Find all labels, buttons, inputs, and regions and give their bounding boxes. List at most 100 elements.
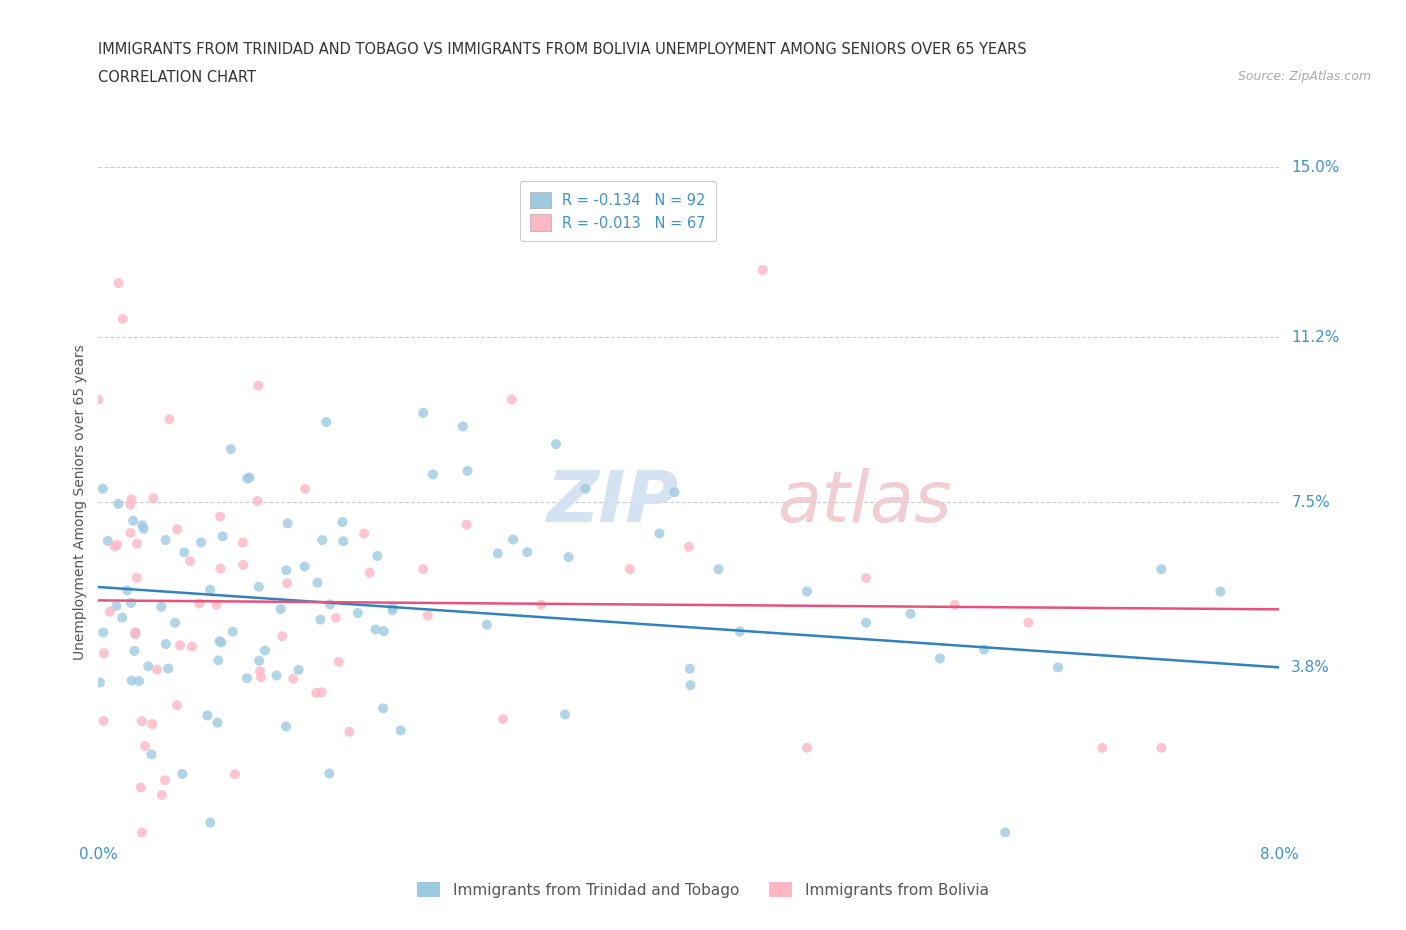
Point	[200, 815, 222, 830]
Point	[315, 415, 337, 430]
Point	[205, 597, 228, 612]
Point	[492, 711, 515, 726]
Point	[150, 788, 173, 803]
Point	[181, 639, 204, 654]
Point	[104, 539, 127, 554]
Point	[364, 622, 387, 637]
Point	[347, 605, 370, 620]
Text: IMMIGRANTS FROM TRINIDAD AND TOBAGO VS IMMIGRANTS FROM BOLIVIA UNEMPLOYMENT AMON: IMMIGRANTS FROM TRINIDAD AND TOBAGO VS I…	[98, 42, 1026, 57]
Point	[751, 262, 773, 277]
Point	[325, 610, 347, 625]
Point	[456, 517, 478, 532]
Point	[319, 597, 342, 612]
Point	[679, 678, 702, 693]
Text: atlas: atlas	[778, 468, 952, 537]
Point	[157, 661, 180, 676]
Point	[97, 534, 120, 549]
Point	[124, 644, 146, 658]
Point	[422, 467, 444, 482]
Point	[287, 662, 309, 677]
Point	[311, 533, 333, 548]
Point	[134, 738, 156, 753]
Point	[249, 664, 271, 679]
Point	[311, 684, 333, 699]
Text: 15.0%: 15.0%	[1291, 160, 1340, 175]
Point	[898, 606, 921, 621]
Point	[276, 563, 298, 578]
Point	[277, 516, 299, 531]
Point	[120, 498, 142, 512]
Point	[236, 671, 259, 685]
Text: 11.2%: 11.2%	[1291, 329, 1340, 344]
Point	[155, 636, 177, 651]
Point	[124, 626, 146, 641]
Point	[973, 642, 995, 657]
Point	[129, 780, 152, 795]
Point	[619, 562, 641, 577]
Point	[994, 825, 1017, 840]
Point	[412, 562, 434, 577]
Legend: Immigrants from Trinidad and Tobago, Immigrants from Bolivia: Immigrants from Trinidad and Tobago, Imm…	[412, 875, 994, 904]
Point	[253, 644, 276, 658]
Legend: R = -0.134   N = 92, R = -0.013   N = 67: R = -0.134 N = 92, R = -0.013 N = 67	[520, 181, 716, 241]
Point	[155, 533, 177, 548]
Point	[516, 545, 538, 560]
Point	[475, 618, 498, 632]
Point	[107, 497, 129, 512]
Point	[122, 513, 145, 528]
Point	[165, 616, 187, 631]
Point	[728, 624, 751, 639]
Point	[98, 604, 121, 619]
Point	[855, 616, 877, 631]
Point	[222, 624, 245, 639]
Point	[93, 645, 115, 660]
Point	[89, 675, 111, 690]
Point	[173, 545, 195, 560]
Point	[124, 627, 146, 642]
Point	[373, 624, 395, 639]
Point	[416, 608, 439, 623]
Point	[169, 638, 191, 653]
Point	[943, 597, 966, 612]
Point	[412, 405, 434, 420]
Point	[232, 535, 254, 550]
Point	[381, 600, 404, 615]
Point	[353, 526, 375, 541]
Point	[236, 472, 259, 486]
Point	[855, 571, 877, 586]
Text: CORRELATION CHART: CORRELATION CHART	[98, 70, 256, 85]
Point	[124, 625, 146, 640]
Point	[678, 539, 700, 554]
Point	[166, 698, 188, 712]
Point	[1046, 660, 1069, 675]
Point	[456, 463, 478, 478]
Point	[796, 584, 818, 599]
Point	[247, 379, 270, 393]
Point	[1150, 562, 1173, 577]
Point	[270, 602, 292, 617]
Point	[141, 747, 163, 762]
Point	[1017, 616, 1039, 631]
Point	[574, 482, 596, 497]
Point	[127, 537, 149, 551]
Point	[219, 442, 242, 457]
Point	[530, 597, 553, 612]
Point	[307, 576, 329, 591]
Point	[209, 561, 232, 576]
Point	[246, 494, 269, 509]
Point	[381, 603, 404, 618]
Point	[648, 526, 671, 541]
Point	[153, 773, 176, 788]
Point	[125, 570, 148, 585]
Point	[131, 518, 153, 533]
Point	[111, 610, 134, 625]
Text: ZIP: ZIP	[547, 468, 679, 537]
Point	[142, 491, 165, 506]
Point	[208, 633, 231, 648]
Point	[209, 510, 232, 525]
Point	[664, 485, 686, 499]
Point	[157, 412, 180, 427]
Point	[366, 549, 388, 564]
Point	[105, 538, 128, 552]
Point	[337, 724, 360, 739]
